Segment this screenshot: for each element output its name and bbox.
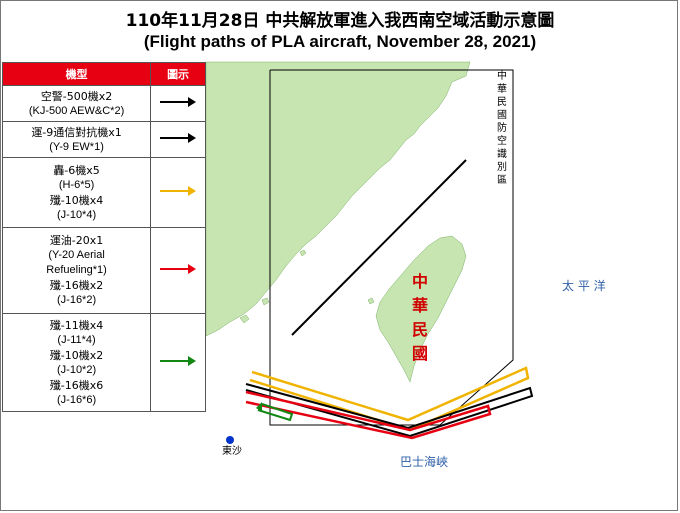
- pacific-ocean-label: 太 平 洋: [562, 278, 606, 293]
- penghu-islands: [367, 297, 375, 305]
- flight-path-red: [245, 390, 492, 440]
- dongsha-marker: [226, 436, 234, 444]
- legend-symbol-cell: [150, 121, 206, 158]
- flight-path-black: [245, 383, 534, 438]
- legend-arrow-icon: [160, 96, 197, 107]
- flight-path-yellow: [249, 366, 530, 432]
- reference-line: [291, 159, 467, 336]
- legend-aircraft-text: (J-16*6): [57, 393, 97, 406]
- legend-aircraft-cell: 殲-11機x4 (J-11*4) 殲-10機x2 (J-10*2) 殲-16機x6 (J-…: [1, 313, 152, 412]
- legend-aircraft-text: (KJ-500 AEW&C*2): [28, 104, 125, 117]
- legend-body: 空警-500機x2 (KJ-500 AEW&C*2) 運-9通信對抗機x1 (Y-9 …: [1, 85, 206, 412]
- legend-symbol-cell: [150, 313, 206, 412]
- legend-aircraft-text: 運油-20x1: [49, 234, 104, 247]
- legend-arrow-icon: [160, 355, 197, 366]
- roc-label: 中華民國: [411, 272, 428, 363]
- taiwan-island: [375, 235, 467, 383]
- legend-aircraft-cell: 運-9通信對抗機x1 (Y-9 EW*1): [1, 121, 152, 158]
- legend-header-aircraft: 機型: [1, 62, 152, 86]
- legend-row: 轟-6機x5 (H-6*5) 殲-10機x4 (J-10*4): [1, 157, 206, 228]
- legend-aircraft-text: (J-11*4): [57, 333, 96, 346]
- legend-arrow-icon: [160, 263, 197, 274]
- legend-aircraft-text: 殲-10機x2: [49, 348, 104, 362]
- legend-row: 運-9通信對抗機x1 (Y-9 EW*1): [1, 121, 206, 158]
- legend-symbol-cell: [150, 157, 206, 228]
- legend-row: 空警-500機x2 (KJ-500 AEW&C*2): [1, 85, 206, 122]
- legend-aircraft-cell: 運油-20x1 (Y-20 Aerial Refueling*1) 殲-16機x2 (J…: [1, 227, 152, 314]
- title-chinese: 110年11月28日 中共解放軍進入我西南空域活動示意圖: [125, 11, 555, 31]
- flight-path-green-arrowhead: [256, 402, 262, 412]
- legend-symbol-cell: [150, 85, 206, 122]
- legend-arrow-icon: [160, 132, 197, 143]
- title-english: (Flight paths of PLA aircraft, November …: [143, 32, 537, 51]
- legend-aircraft-text: 殲-16機x2: [49, 279, 104, 292]
- legend-aircraft-text: (Y-20 Aerial: [48, 249, 105, 261]
- legend-aircraft-text: (J-16*2): [57, 294, 97, 306]
- legend-aircraft-text: (J-10*2): [57, 363, 97, 376]
- adiz-label: 中華民國防空識別區: [497, 71, 507, 186]
- legend-aircraft-cell: 轟-6機x5 (H-6*5) 殲-10機x4 (J-10*4): [1, 157, 152, 228]
- legend-arrow-icon: [160, 185, 197, 196]
- bashi-channel-label: 巴士海峽: [400, 454, 448, 469]
- legend-header-symbol: 圖示: [150, 62, 206, 86]
- dongsha-label: 東沙: [222, 444, 242, 457]
- legend-aircraft-cell: 空警-500機x2 (KJ-500 AEW&C*2): [1, 85, 152, 122]
- legend-header-row: 機型 圖示: [1, 62, 206, 86]
- legend-aircraft-text: (J-10*4): [57, 208, 97, 221]
- adiz-boundary: [269, 69, 514, 426]
- legend-aircraft-text: 空警-500機x2: [40, 89, 113, 103]
- legend-aircraft-text: 殲-16機x6: [49, 378, 104, 392]
- legend-aircraft-text: 殲-11機x4: [49, 318, 104, 332]
- coastal-islands: [239, 249, 307, 324]
- legend-symbol-cell: [150, 227, 206, 314]
- legend-row: 殲-11機x4 (J-11*4) 殲-10機x2 (J-10*2) 殲-16機x6 (J-…: [1, 313, 206, 412]
- legend-aircraft-text: Refueling*1): [46, 264, 107, 276]
- legend-aircraft-text: 運-9通信對抗機x1: [31, 125, 122, 139]
- mainland-china-land: [205, 61, 471, 337]
- legend-aircraft-text: 殲-10機x4: [49, 193, 104, 207]
- legend-aircraft-text: (H-6*5): [58, 178, 95, 191]
- legend-table: 機型 圖示 空警-500機x2 (KJ-500 AEW&C*2) 運-9通信對抗機x…: [1, 62, 206, 412]
- legend-aircraft-text: (Y-9 EW*1): [49, 140, 104, 153]
- legend-row: 運油-20x1 (Y-20 Aerial Refueling*1) 殲-16機x2 (J…: [1, 227, 206, 314]
- flight-path-green: [257, 403, 294, 422]
- legend-aircraft-text: 轟-6機x5: [53, 163, 100, 177]
